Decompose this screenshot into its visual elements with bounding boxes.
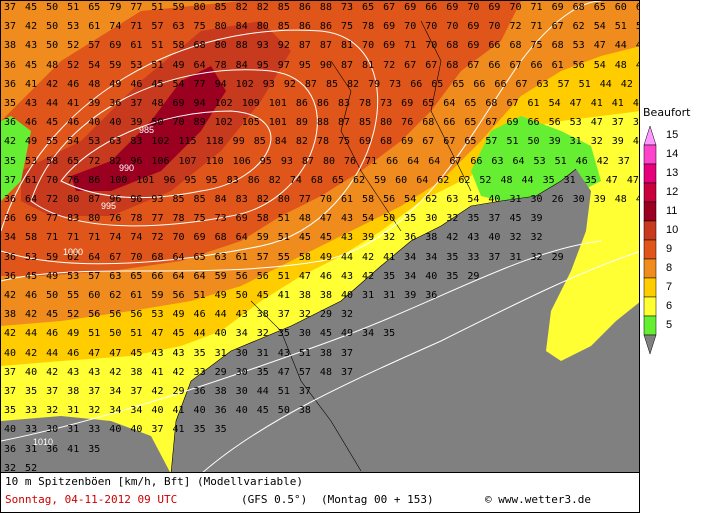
wind-gust-map [1, 1, 639, 472]
legend-label: 7 [666, 281, 672, 293]
gust-row: 40 33 30 31 33 40 40 37 41 35 35 [4, 424, 227, 436]
isobar-label-1010: 1010 [33, 437, 53, 447]
legend-swatch [643, 125, 657, 146]
legend-swatch [643, 144, 657, 165]
legend-label: 9 [666, 243, 672, 255]
gust-row: 35 33 32 31 32 34 34 40 41 40 36 40 45 5… [4, 405, 311, 417]
footer: 10 m Spitzenböen [km/h, Bft] (Modellvari… [0, 473, 640, 513]
gust-row: 35 53 58 65 72 82 96 106 107 110 106 95 … [4, 155, 640, 167]
footer-run: (Montag 00 + 153) [321, 493, 434, 506]
footer-caption: 10 m Spitzenböen [km/h, Bft] (Modellvari… [5, 475, 304, 488]
legend-label: 13 [666, 167, 678, 179]
gust-row: 36 31 36 41 35 [4, 443, 101, 455]
beaufort-legend: 15 14 13 12 11 10 9 8 7 6 5 [643, 125, 678, 355]
isobars [1, 1, 639, 472]
gust-row: 42 46 50 55 60 62 61 59 56 51 49 50 45 4… [4, 290, 438, 301]
isobar-label-995: 995 [101, 201, 116, 211]
land-mass [171, 169, 639, 472]
isobar-labels: 985 990 995 1000 1010 [33, 125, 154, 447]
legend-label: 6 [666, 300, 672, 312]
footer-date: Sonntag, 04-11-2012 09 UTC [5, 493, 178, 506]
legend-below-arrow [643, 334, 657, 355]
isobar-label-985: 985 [139, 125, 154, 135]
gust-row: 37 61 70 76 86 100 101 96 95 95 83 86 82… [4, 174, 640, 186]
gust-row: 36 45 49 53 57 63 65 66 64 64 59 56 56 5… [4, 270, 480, 282]
gust-row: 42 49 55 54 53 63 83 102 115 118 99 85 8… [4, 136, 640, 148]
legend-swatch [643, 258, 657, 279]
legend-swatch [643, 220, 657, 241]
legend-label: 12 [666, 186, 678, 198]
legend-label: 14 [666, 148, 678, 160]
legend-label: 15 [666, 129, 678, 141]
footer-credit: © www.wetter3.de [485, 493, 591, 506]
legend-swatch [643, 239, 657, 260]
gust-row: 38 42 45 52 56 56 56 53 49 46 44 43 38 3… [4, 309, 354, 321]
legend-swatch [643, 201, 657, 222]
gust-row: 32 52 [4, 462, 38, 473]
footer-model: (GFS 0.5°) [241, 493, 308, 506]
gust-row: 36 69 77 83 80 76 78 77 78 75 73 69 58 5… [4, 213, 543, 225]
land-mass-south [1, 416, 170, 472]
legend-swatch [643, 163, 657, 184]
gust-row: 37 40 42 43 43 42 38 41 42 33 29 30 35 4… [4, 366, 354, 378]
map-panel: 37 45 50 51 65 79 77 51 59 80 85 82 82 8… [0, 0, 640, 473]
legend-label: 10 [666, 224, 678, 236]
gust-row: 37 35 37 38 37 34 37 42 29 36 38 30 44 5… [4, 386, 311, 397]
legend-swatch [643, 182, 657, 203]
gust-row: 36 64 72 80 87 96 96 93 85 85 84 83 82 8… [4, 194, 640, 205]
legend-title: Beaufort [643, 106, 691, 119]
legend-swatch [643, 315, 657, 336]
isobar-label-1000: 1000 [63, 247, 83, 257]
legend-label: 5 [666, 319, 672, 331]
legend-swatch [643, 296, 657, 317]
isobar-label-990: 990 [119, 163, 134, 173]
gust-row: 36 45 48 52 54 59 53 51 49 64 78 84 95 9… [4, 59, 640, 71]
gust-value-grid: 37 45 50 51 65 79 77 51 59 80 85 82 82 8… [1, 1, 640, 473]
gust-row: 36 41 42 46 48 49 46 45 54 77 94 102 93 … [4, 78, 639, 90]
gust-row: 36 53 59 62 64 67 70 68 64 65 63 61 57 5… [4, 251, 564, 263]
gust-row: 37 42 50 53 61 74 71 57 63 75 80 84 80 8… [4, 21, 640, 33]
gust-row: 36 46 45 46 40 40 39 50 70 89 102 105 10… [4, 117, 639, 129]
gust-field-11 [71, 66, 226, 191]
borders [170, 20, 577, 472]
gust-row: 40 42 44 46 47 47 45 43 43 35 31 30 31 4… [4, 347, 354, 359]
gust-row: 42 44 46 49 51 50 51 47 45 44 40 34 32 3… [4, 328, 396, 340]
legend-swatch [643, 277, 657, 298]
legend-label: 8 [666, 262, 672, 274]
legend-label: 11 [666, 205, 677, 217]
gust-row: 35 43 44 41 39 36 37 48 69 94 102 109 10… [4, 98, 640, 109]
gust-row: 38 43 50 52 57 69 61 51 58 68 80 88 93 9… [4, 40, 640, 52]
gust-row: 34 58 71 71 71 74 74 72 70 69 68 64 59 5… [4, 232, 543, 244]
gust-row: 37 45 50 51 65 79 77 51 59 80 85 82 82 8… [4, 2, 640, 13]
